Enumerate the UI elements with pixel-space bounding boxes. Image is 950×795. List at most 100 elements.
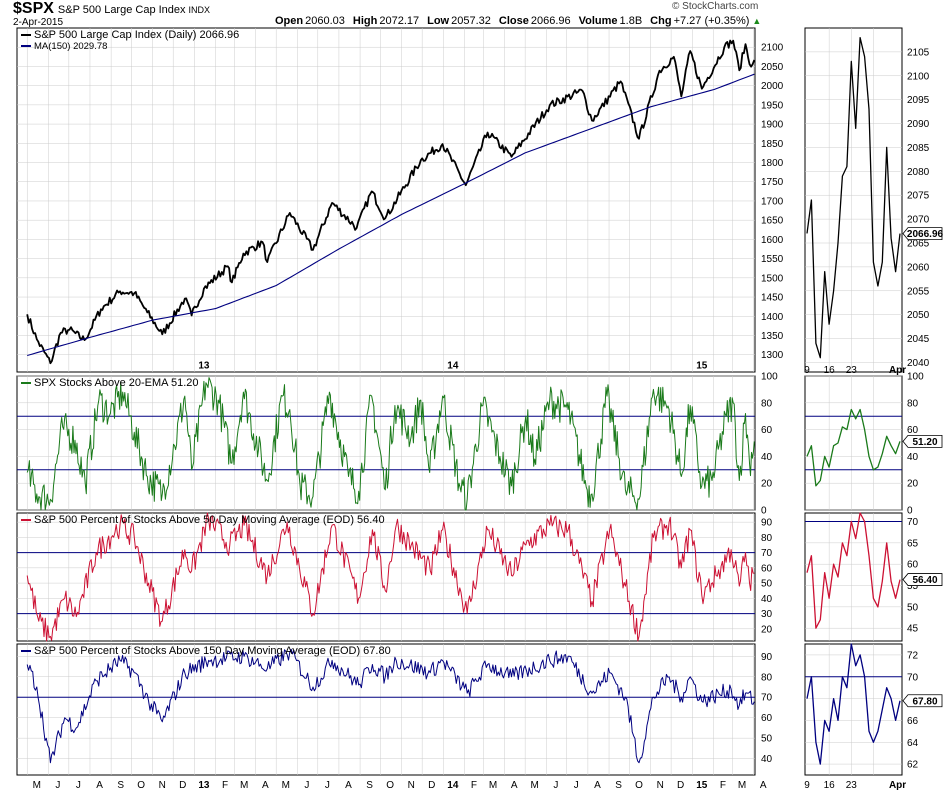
above150-ytick-label: 60 [761, 713, 773, 724]
price-zoom-last-value: 2066.96 [907, 229, 944, 240]
x-tick-label: S [366, 780, 373, 791]
ema20-zoom-ytick-label: 60 [907, 425, 919, 436]
volume-label: Volume [578, 15, 618, 27]
x-tick-label: M [240, 780, 248, 791]
chg-label: Chg [650, 15, 672, 27]
x-tick-label: A [511, 780, 518, 791]
above150-zoom-ytick-label: 70 [907, 672, 919, 683]
ema20-ytick-label: 40 [761, 452, 773, 463]
x-tick-label: M [738, 780, 746, 791]
price-ytick-label: 1500 [761, 273, 784, 284]
x-tick-label: A [262, 780, 269, 791]
chart-date: 2-Apr-2015 [13, 17, 64, 28]
price-zoom-panel-frame [804, 27, 903, 373]
x-tick-label: J [304, 780, 309, 791]
price-ytick-label: 1750 [761, 177, 784, 188]
price-zoom-ytick-label: 2065 [907, 239, 930, 250]
above150-ytick-label: 40 [761, 754, 773, 765]
above50-ytick-label: 40 [761, 594, 773, 605]
price-ytick-label: 1950 [761, 100, 784, 111]
above50-zoom-ytick-label: 60 [907, 560, 919, 571]
ema20-zoom-last-value-tag [902, 434, 943, 448]
volume-value: 1.8B [619, 15, 643, 27]
close-label: Close [498, 15, 529, 27]
ema20-ytick-label: 100 [761, 372, 778, 383]
above50-ytick-label: 60 [761, 563, 773, 574]
x-tick-label: N [408, 780, 415, 791]
price-ytick-label: 2000 [761, 81, 784, 92]
x-tick-label: N [657, 780, 664, 791]
zoom-x-tick-label: 23 [846, 780, 858, 791]
above50-zoom-ytick-label: 70 [907, 517, 919, 528]
above150-zoom-ytick-label: 72 [907, 650, 919, 661]
x-tick-label: M [282, 780, 290, 791]
price-ytick-label: 2100 [761, 43, 784, 54]
stockcharts-brand: © StockCharts.com [672, 1, 759, 12]
ema20-zoom-ytick-label: 0 [907, 506, 913, 517]
price-zoom-ytick-label: 2040 [907, 358, 930, 369]
x-tick-label: N [159, 780, 166, 791]
above50-zoom-ytick-label: 55 [907, 581, 919, 592]
zoom-x-tick-label: Apr [889, 780, 906, 791]
above50-zoom-panel-frame [804, 512, 903, 642]
x-tick-label: 15 [696, 780, 708, 791]
x-tick-label: J [55, 780, 60, 791]
above50-panel-frame [16, 512, 756, 642]
x-tick-label: M [489, 780, 497, 791]
open-value: 2060.03 [305, 15, 345, 27]
symbol-ticker: $SPX [13, 0, 54, 17]
ema20-zoom-series-line [806, 408, 901, 487]
ohlc-readout: Open 2060.03 High 2072.17 Low 2057.32 Close 206… [275, 15, 761, 27]
price-year-label: 14 [447, 361, 459, 372]
open-label: Open [275, 15, 304, 27]
above150-ytick-label: 90 [761, 652, 773, 663]
price-panel-frame [16, 27, 756, 373]
price-zoom-ytick-label: 2055 [907, 286, 930, 297]
price-ytick-label: 1850 [761, 139, 784, 150]
above150-zoom-ytick-label: 66 [907, 716, 919, 727]
high-value: 2072.17 [379, 15, 420, 27]
above50-series-line-0 [26, 512, 755, 642]
above50-zoom-ytick-label: 45 [907, 624, 919, 635]
x-tick-label: J [574, 780, 579, 791]
symbol-name: S&P 500 Large Cap Index [57, 4, 186, 16]
x-tick-label: D [428, 780, 435, 791]
x-tick-label: D [179, 780, 186, 791]
above50-zoom-ytick-label: 65 [907, 538, 919, 549]
price-zoom-ytick-label: 2100 [907, 71, 930, 82]
x-tick-label: O [386, 780, 394, 791]
price-legend-label: S&P 500 Large Cap Index (Daily) 2066.96 [34, 29, 239, 41]
above50-ytick-label: 80 [761, 533, 773, 544]
ema20-zoom-ytick-label: 40 [907, 452, 919, 463]
ema20-zoom-last-value: 51.20 [912, 437, 937, 448]
above150-zoom-ytick-label: 64 [907, 738, 919, 749]
ema20-zoom-ytick-label: 80 [907, 398, 919, 409]
price-year-label: 15 [696, 361, 708, 372]
x-tick-label: F [471, 780, 477, 791]
zoom-x-tick-label: 16 [824, 780, 836, 791]
above150-panel-frame [16, 643, 756, 776]
low-value: 2057.32 [451, 15, 491, 27]
ema20-zoom-ytick-label: 20 [907, 479, 919, 490]
above50-ytick-label: 30 [761, 609, 773, 620]
x-tick-label: 14 [447, 780, 459, 791]
x-tick-label: J [325, 780, 330, 791]
x-tick-label: 13 [198, 780, 210, 791]
price-zoom-last-value-box [902, 227, 943, 241]
price-zoom-ytick-label: 2075 [907, 191, 930, 202]
price-ytick-label: 1550 [761, 254, 784, 265]
above50-zoom-last-value-tag [902, 573, 943, 586]
price-series-line-0 [26, 39, 756, 365]
symbol-exchange: INDX [188, 5, 211, 15]
ema20-ytick-label: 20 [761, 479, 773, 490]
above50-ytick-label: 20 [761, 624, 773, 635]
price-zoom-ytick-label: 2095 [907, 95, 930, 106]
close-value: 2066.96 [530, 15, 571, 27]
x-tick-label: O [635, 780, 643, 791]
above50-zoom-last-value: 56.40 [912, 575, 937, 586]
above50-zoom-series-line [806, 512, 901, 629]
price-zoom-series-line [806, 36, 901, 359]
above150-legend-label: S&P 500 Percent of Stocks Above 150 Day … [34, 645, 391, 657]
x-tick-label: S [615, 780, 622, 791]
price-ytick-label: 1650 [761, 216, 784, 227]
